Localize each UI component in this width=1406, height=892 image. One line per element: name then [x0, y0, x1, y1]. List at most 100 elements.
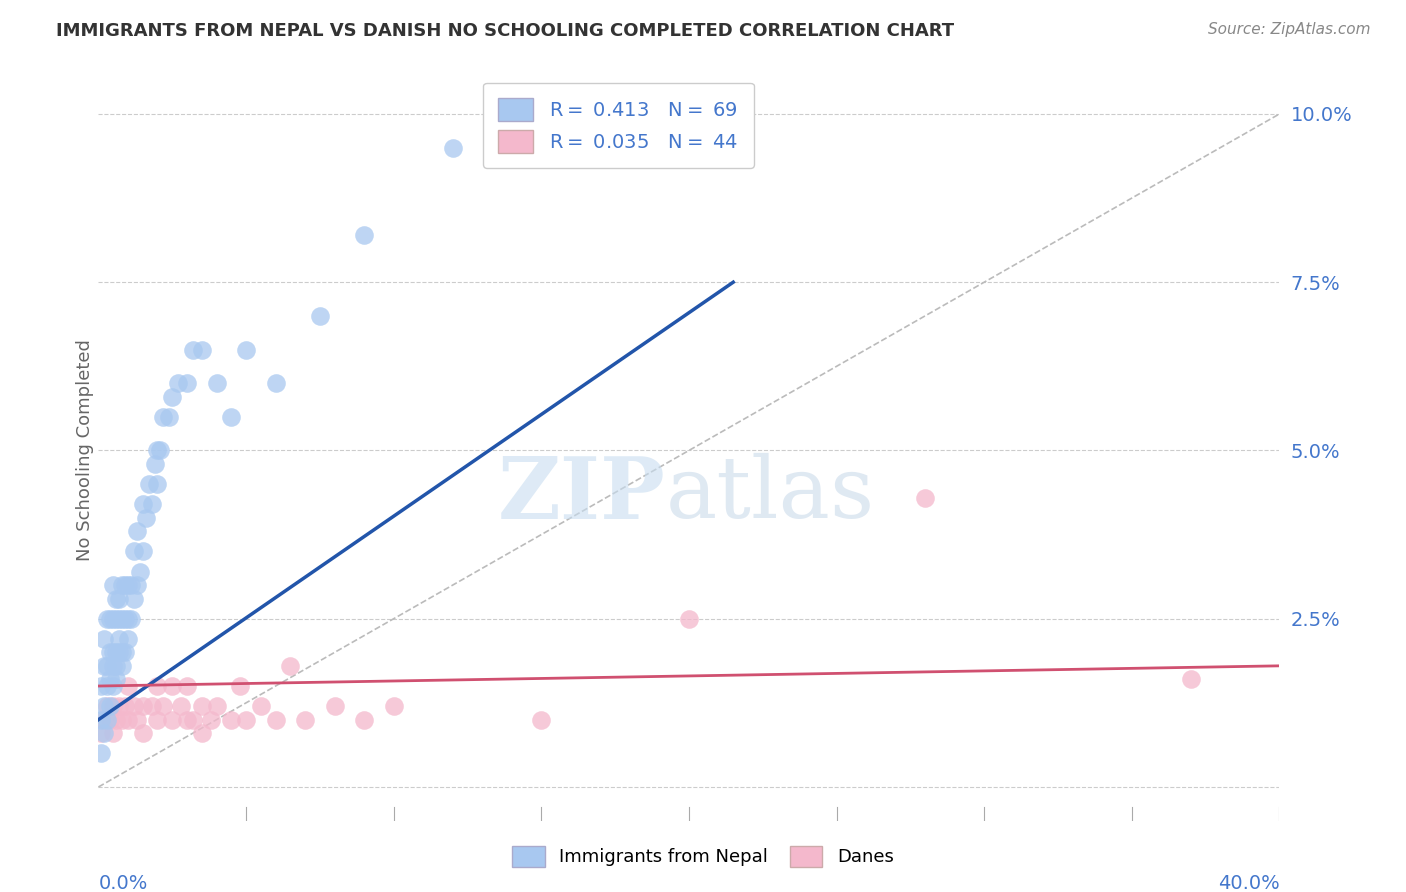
Point — [132, 544, 155, 558]
Point — [280, 658, 302, 673]
Point — [530, 713, 553, 727]
Point — [90, 713, 112, 727]
Point — [441, 140, 464, 154]
Point — [103, 726, 125, 740]
Point — [162, 679, 183, 693]
Point — [221, 713, 243, 727]
Point — [90, 726, 112, 740]
Point — [103, 658, 125, 673]
Point — [90, 679, 112, 693]
Point — [108, 591, 131, 606]
Point — [103, 612, 125, 626]
Point — [105, 591, 128, 606]
Point — [103, 679, 125, 693]
Point — [96, 699, 118, 714]
Point — [125, 713, 148, 727]
Point — [143, 457, 166, 471]
Point — [176, 376, 198, 391]
Point — [108, 645, 131, 659]
Point — [105, 612, 128, 626]
Point — [98, 699, 121, 714]
Point — [264, 376, 287, 391]
Point — [205, 699, 228, 714]
Text: atlas: atlas — [665, 453, 875, 536]
Point — [111, 612, 134, 626]
Point — [176, 679, 198, 693]
Point — [98, 612, 121, 626]
Point — [103, 699, 125, 714]
Point — [125, 578, 148, 592]
Point — [120, 612, 142, 626]
Point — [221, 409, 243, 424]
Point — [98, 713, 121, 727]
Point — [93, 632, 115, 646]
Point — [120, 578, 142, 592]
Point — [181, 343, 204, 357]
Point — [152, 409, 174, 424]
Y-axis label: No Schooling Completed: No Schooling Completed — [76, 340, 94, 561]
Point — [103, 645, 125, 659]
Point — [353, 228, 375, 243]
Point — [138, 477, 160, 491]
Point — [114, 578, 136, 592]
Point — [117, 578, 139, 592]
Point — [235, 343, 257, 357]
Point — [191, 699, 214, 714]
Point — [309, 309, 332, 323]
Point — [162, 713, 183, 727]
Point — [108, 632, 131, 646]
Point — [117, 612, 139, 626]
Point — [176, 713, 198, 727]
Text: IMMIGRANTS FROM NEPAL VS DANISH NO SCHOOLING COMPLETED CORRELATION CHART: IMMIGRANTS FROM NEPAL VS DANISH NO SCHOO… — [56, 22, 955, 40]
Point — [132, 726, 155, 740]
Point — [1180, 673, 1202, 687]
Point — [105, 645, 128, 659]
Legend: Immigrants from Nepal, Danes: Immigrants from Nepal, Danes — [505, 838, 901, 874]
Point — [117, 679, 139, 693]
Point — [146, 679, 169, 693]
Text: ZIP: ZIP — [498, 453, 665, 537]
Point — [146, 713, 169, 727]
Point — [111, 658, 134, 673]
Point — [90, 747, 112, 761]
Point — [235, 713, 257, 727]
Point — [191, 343, 214, 357]
Point — [149, 443, 172, 458]
Point — [170, 699, 193, 714]
Point — [146, 443, 169, 458]
Point — [146, 477, 169, 491]
Point — [205, 376, 228, 391]
Point — [96, 713, 118, 727]
Text: 40.0%: 40.0% — [1218, 874, 1279, 892]
Point — [135, 510, 157, 524]
Point — [141, 699, 163, 714]
Point — [96, 612, 118, 626]
Point — [108, 612, 131, 626]
Point — [125, 524, 148, 539]
Point — [111, 645, 134, 659]
Point — [105, 658, 128, 673]
Point — [105, 713, 128, 727]
Point — [111, 713, 134, 727]
Point — [103, 578, 125, 592]
Text: Source: ZipAtlas.com: Source: ZipAtlas.com — [1208, 22, 1371, 37]
Point — [200, 713, 222, 727]
Point — [128, 565, 150, 579]
Point — [96, 658, 118, 673]
Point — [122, 699, 145, 714]
Point — [93, 658, 115, 673]
Point — [114, 612, 136, 626]
Point — [162, 390, 183, 404]
Point — [98, 673, 121, 687]
Point — [141, 497, 163, 511]
Point — [93, 713, 115, 727]
Point — [105, 673, 128, 687]
Point — [132, 497, 155, 511]
Point — [353, 713, 375, 727]
Point — [229, 679, 252, 693]
Point — [108, 699, 131, 714]
Point — [93, 726, 115, 740]
Point — [152, 699, 174, 714]
Point — [114, 699, 136, 714]
Point — [122, 591, 145, 606]
